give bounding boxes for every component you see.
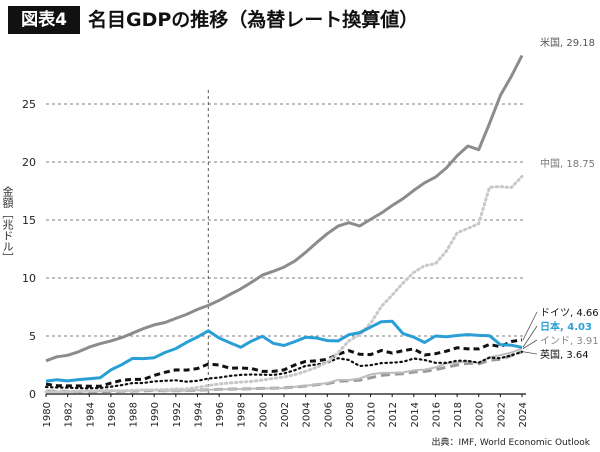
label-leader-line xyxy=(522,325,538,348)
x-tick-label: 1994 xyxy=(193,402,204,427)
x-tick-label: 1996 xyxy=(215,402,226,427)
y-tick-label: 25 xyxy=(22,98,36,111)
series-line-英国 xyxy=(44,350,524,390)
series-end-label: ドイツ, 4.66 xyxy=(540,308,599,319)
x-tick-label: 1988 xyxy=(129,402,140,427)
x-tick-label: 2018 xyxy=(453,402,464,427)
x-tick-label: 2004 xyxy=(302,402,313,427)
x-tick-label: 2008 xyxy=(345,402,356,427)
x-tick-label: 1986 xyxy=(107,402,118,427)
series-line-中国 xyxy=(44,175,524,394)
x-tick-label: 2012 xyxy=(388,402,399,427)
series-end-label: 米国, 29.18 xyxy=(540,36,595,49)
y-axis-label: 金額［兆ドル］ xyxy=(1,186,14,263)
series-end-label: 中国, 18.75 xyxy=(540,157,595,170)
source-note: 出典：IMF, World Economic Outlook xyxy=(431,438,590,448)
series-end-label: 日本, 4.03 xyxy=(540,320,592,333)
x-tick-label: 2020 xyxy=(475,402,486,427)
x-tick-label: 2006 xyxy=(323,402,334,427)
x-tick-label: 2024 xyxy=(518,402,529,427)
x-tick-label: 2000 xyxy=(258,402,269,427)
label-leader-line xyxy=(522,339,538,349)
label-leader-line xyxy=(522,351,538,355)
series-end-label: 英国, 3.64 xyxy=(540,348,589,361)
x-tick-label: 2014 xyxy=(410,402,421,427)
y-tick-label: 5 xyxy=(29,330,36,343)
y-tick-label: 20 xyxy=(22,156,36,169)
y-tick-label: 0 xyxy=(29,388,36,401)
x-tick-label: 1984 xyxy=(85,402,96,427)
series-line-日本 xyxy=(45,319,523,383)
series-line-米国 xyxy=(45,54,524,363)
x-tick-label: 1990 xyxy=(150,402,161,427)
x-tick-label: 1980 xyxy=(42,402,53,427)
series-end-label: インド, 3.91 xyxy=(540,336,599,347)
x-tick-label: 1982 xyxy=(64,402,75,427)
x-tick-label: 2022 xyxy=(496,402,507,427)
label-leader-line xyxy=(522,311,538,341)
figure-number-badge: 図表4 xyxy=(8,6,80,34)
y-tick-label: 10 xyxy=(22,272,36,285)
chart-title: 名目GDPの推移（為替レート換算値） xyxy=(88,9,419,31)
x-tick-label: 2010 xyxy=(367,402,378,427)
y-tick-label: 15 xyxy=(22,214,36,227)
series-line-ドイツ xyxy=(45,338,523,388)
x-tick-label: 2002 xyxy=(280,402,291,427)
x-tick-label: 1998 xyxy=(237,402,248,427)
x-tick-label: 2016 xyxy=(431,402,442,427)
x-tick-label: 1992 xyxy=(172,402,183,427)
